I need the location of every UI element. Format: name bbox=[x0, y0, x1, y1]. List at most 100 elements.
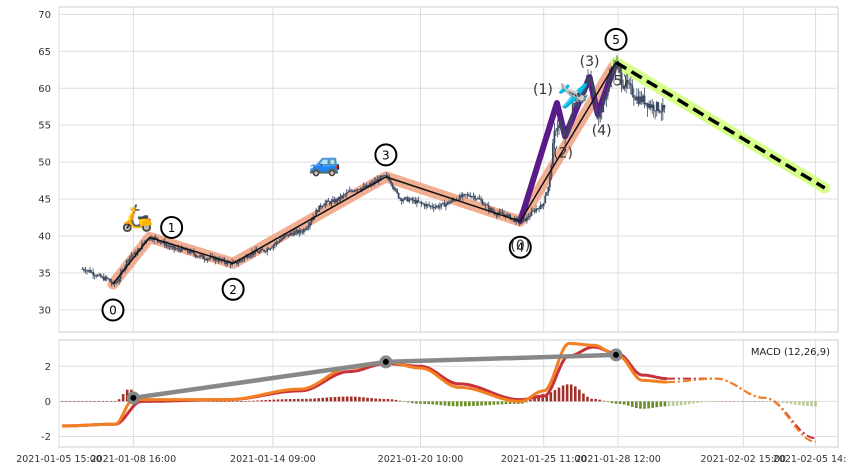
candle-body bbox=[620, 72, 623, 86]
candle-body bbox=[414, 199, 417, 204]
candle-body bbox=[342, 194, 345, 196]
candle-body bbox=[321, 206, 324, 208]
candle-body bbox=[370, 182, 373, 185]
candle-body bbox=[333, 199, 336, 203]
histogram-bar bbox=[72, 401, 76, 402]
candle-body bbox=[290, 233, 293, 234]
candle-body bbox=[642, 95, 644, 102]
histogram-bar bbox=[618, 401, 622, 404]
histogram-bar bbox=[223, 401, 227, 402]
wave-label-circle bbox=[101, 298, 125, 322]
x-tick-label: 2021-02-02 15:00 bbox=[700, 454, 786, 465]
candle-body bbox=[173, 246, 175, 249]
candle-body bbox=[587, 78, 589, 83]
sub-wave-label: (1) bbox=[533, 82, 553, 98]
histogram-bar bbox=[85, 401, 88, 402]
candle-body bbox=[199, 255, 201, 257]
histogram-bar bbox=[561, 385, 565, 402]
histogram-bar bbox=[468, 401, 471, 407]
candle-body bbox=[573, 102, 576, 105]
annotation-layer: 0 1 2 3 4 5 (0) (1) (2) (3) (4) (5) 🛵 🚙 🛩️ bbox=[101, 27, 826, 322]
candle-body bbox=[303, 229, 305, 233]
candle-body bbox=[105, 277, 108, 279]
candle-body bbox=[469, 196, 472, 198]
candle-body bbox=[209, 256, 212, 259]
candle-body bbox=[388, 177, 391, 182]
histogram-bar bbox=[366, 397, 369, 402]
candle-body bbox=[396, 189, 398, 193]
histogram-bar bbox=[565, 384, 569, 402]
histogram-bar bbox=[264, 400, 268, 402]
candle-body bbox=[133, 252, 136, 255]
candle-body bbox=[471, 196, 473, 198]
candle-body bbox=[558, 125, 560, 128]
x-tick-label: 2021-01-28 12:00 bbox=[575, 454, 661, 465]
histogram-bar bbox=[231, 401, 235, 402]
candle-body bbox=[257, 251, 259, 253]
price-grid bbox=[58, 6, 839, 333]
candle-body bbox=[561, 127, 563, 131]
candle-body bbox=[420, 202, 423, 204]
candle-body bbox=[428, 204, 431, 206]
histogram-bar bbox=[280, 399, 284, 402]
candle-body bbox=[240, 260, 243, 262]
candle-body bbox=[170, 246, 172, 248]
candle-body bbox=[458, 195, 461, 201]
candle-body bbox=[574, 102, 577, 107]
candle-body bbox=[562, 130, 565, 137]
candle-body bbox=[484, 204, 487, 206]
candle-body bbox=[585, 82, 588, 86]
candle-body bbox=[151, 239, 154, 241]
candle-body bbox=[599, 110, 602, 118]
candle-body bbox=[354, 190, 357, 192]
emoji-marker: 🛩️ bbox=[557, 82, 589, 112]
price-tick-label: 70 bbox=[38, 10, 51, 21]
candle-body bbox=[254, 250, 256, 254]
candle-body bbox=[524, 218, 527, 221]
candle-body bbox=[539, 204, 542, 210]
sub-wave-label: (4) bbox=[592, 123, 612, 139]
candle-body bbox=[125, 260, 128, 266]
candle-body bbox=[405, 197, 408, 199]
candle-body bbox=[408, 199, 411, 202]
candle-body bbox=[356, 189, 359, 191]
candle-body bbox=[616, 63, 618, 69]
candle-body bbox=[237, 262, 240, 264]
histogram-bar bbox=[219, 401, 223, 402]
candle-body bbox=[159, 241, 162, 243]
candle-body bbox=[243, 257, 246, 260]
histogram-bar bbox=[785, 401, 789, 404]
candle-body bbox=[252, 252, 255, 254]
candle-body bbox=[434, 206, 437, 209]
candle-body bbox=[584, 85, 586, 93]
histogram-bar bbox=[728, 401, 732, 402]
histogram-bar bbox=[443, 401, 447, 406]
wave-label: 0 bbox=[109, 303, 117, 317]
candle-body bbox=[483, 204, 486, 206]
candle-body bbox=[339, 196, 342, 199]
candle-body bbox=[658, 110, 661, 113]
wave-label-circle bbox=[160, 215, 184, 239]
candle-body bbox=[464, 194, 467, 195]
candle-body bbox=[565, 131, 568, 133]
candle-body bbox=[507, 214, 510, 216]
candle-body bbox=[299, 230, 302, 233]
histogram-bar bbox=[321, 397, 325, 402]
candle-body bbox=[538, 208, 541, 210]
candle-body bbox=[564, 132, 566, 137]
candle-body bbox=[344, 194, 347, 196]
candle-body bbox=[260, 249, 263, 252]
histogram-bar bbox=[537, 395, 540, 402]
histogram-bar bbox=[614, 401, 618, 404]
histogram-bar bbox=[745, 401, 748, 402]
histogram-bar bbox=[276, 399, 280, 402]
candle-body bbox=[660, 111, 663, 113]
price-tick-label: 55 bbox=[38, 121, 51, 132]
candle-body bbox=[309, 222, 311, 227]
sub-wave-label: (5) bbox=[608, 73, 628, 89]
candle-body bbox=[110, 281, 113, 284]
candle-body bbox=[280, 239, 282, 242]
candle-body bbox=[541, 204, 544, 207]
candle-body bbox=[426, 204, 429, 206]
